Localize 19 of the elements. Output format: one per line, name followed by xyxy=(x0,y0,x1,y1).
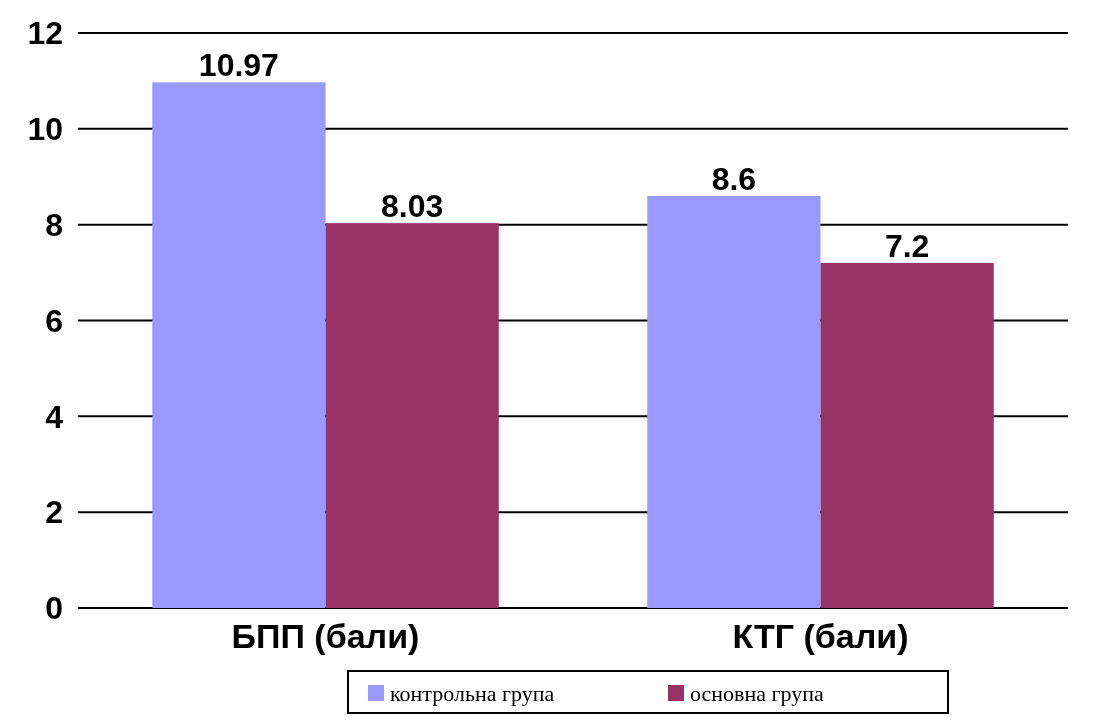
bar xyxy=(647,195,821,608)
bar xyxy=(820,263,994,608)
y-tick-label: 4 xyxy=(45,398,64,435)
y-tick-label: 12 xyxy=(27,15,63,52)
legend-label: контрольна група xyxy=(390,680,555,706)
legend-label: основна група xyxy=(690,680,825,706)
data-label: 8.03 xyxy=(380,188,444,225)
y-tick-label: 10 xyxy=(27,111,63,148)
y-tick-label: 8 xyxy=(45,206,63,243)
x-tick-label: КТГ (бали) xyxy=(732,617,909,655)
data-label: 10.97 xyxy=(198,47,279,84)
bar xyxy=(325,223,499,608)
data-label: 8.6 xyxy=(711,160,757,197)
data-label: 7.2 xyxy=(884,228,930,264)
y-tick-label: 6 xyxy=(45,302,63,339)
bar xyxy=(152,82,326,608)
y-tick-label: 2 xyxy=(45,494,63,531)
y-tick-label: 0 xyxy=(45,590,63,627)
x-tick-label: БПП (бали) xyxy=(231,617,420,655)
